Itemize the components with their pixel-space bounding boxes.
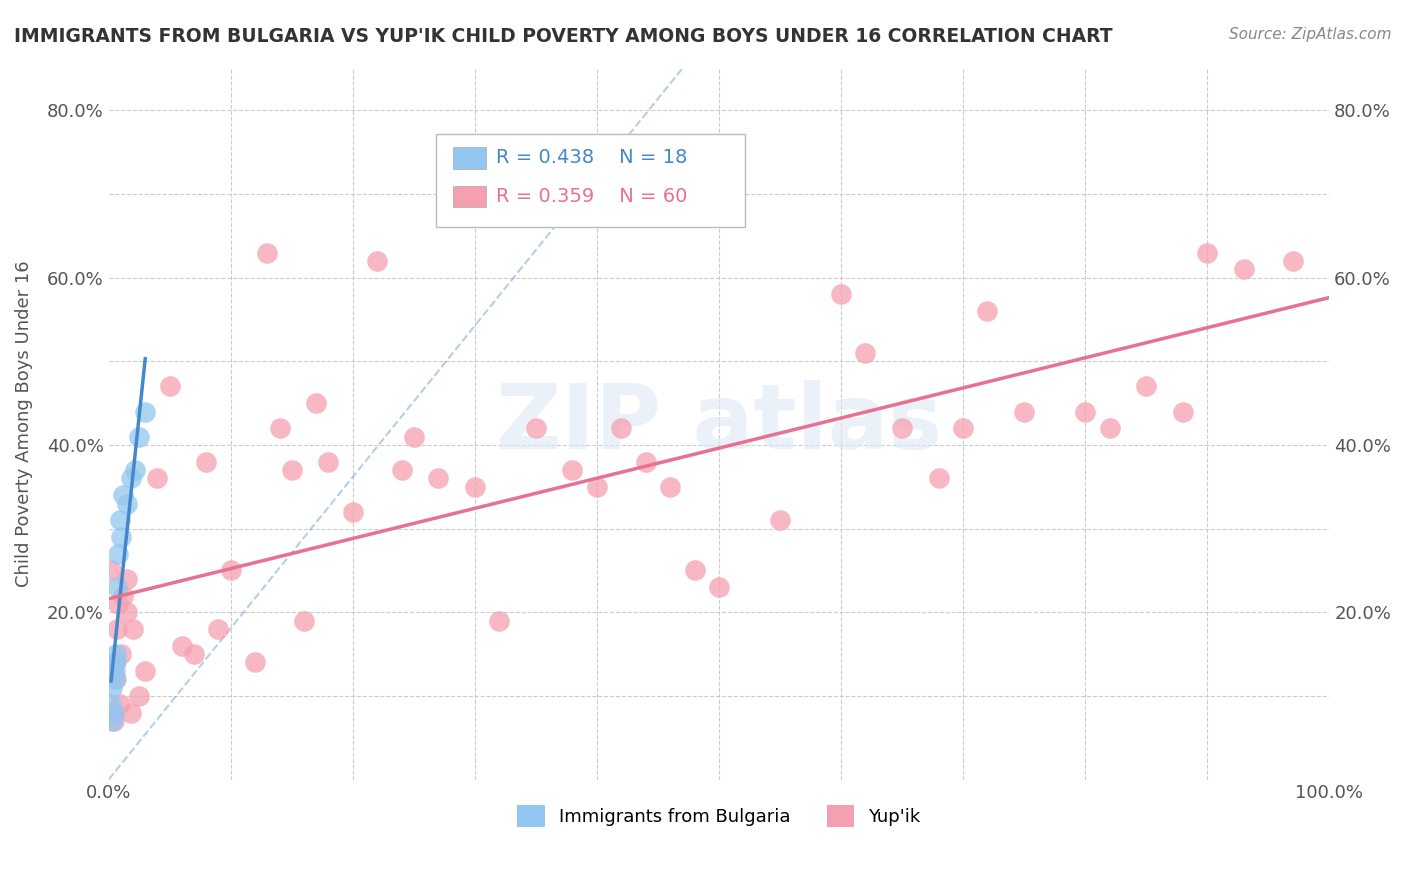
Point	[183, 647, 205, 661]
Point	[115, 572, 138, 586]
Point	[120, 471, 142, 485]
Point	[207, 622, 229, 636]
Point	[104, 672, 127, 686]
Y-axis label: Child Poverty Among Boys Under 16: Child Poverty Among Boys Under 16	[15, 260, 32, 587]
Point	[659, 480, 682, 494]
Point	[427, 471, 450, 485]
Point	[256, 245, 278, 260]
Point	[112, 589, 135, 603]
Point	[128, 689, 150, 703]
Point	[104, 656, 127, 670]
Point	[634, 455, 657, 469]
Point	[488, 614, 510, 628]
Point	[195, 455, 218, 469]
Point	[1012, 404, 1035, 418]
Point	[391, 463, 413, 477]
Point	[104, 664, 127, 678]
Point	[104, 656, 127, 670]
Point	[104, 647, 127, 661]
Point	[100, 564, 122, 578]
Point	[1135, 379, 1157, 393]
Point	[707, 580, 730, 594]
Point	[610, 421, 633, 435]
Text: IMMIGRANTS FROM BULGARIA VS YUP'IK CHILD POVERTY AMONG BOYS UNDER 16 CORRELATION: IMMIGRANTS FROM BULGARIA VS YUP'IK CHILD…	[14, 27, 1112, 45]
Point	[830, 287, 852, 301]
Point	[891, 421, 914, 435]
Point	[107, 547, 129, 561]
Point	[1233, 262, 1256, 277]
Point	[159, 379, 181, 393]
Point	[134, 404, 156, 418]
Point	[318, 455, 340, 469]
Point	[105, 580, 128, 594]
Point	[586, 480, 609, 494]
Point	[243, 656, 266, 670]
Point	[101, 706, 124, 720]
Point	[855, 346, 877, 360]
Text: R = 0.359    N = 60: R = 0.359 N = 60	[496, 186, 688, 206]
Text: R = 0.438    N = 18: R = 0.438 N = 18	[496, 148, 688, 168]
Point	[110, 647, 132, 661]
Point	[115, 605, 138, 619]
Point	[115, 497, 138, 511]
Point	[103, 714, 125, 728]
Point	[105, 622, 128, 636]
Point	[292, 614, 315, 628]
Text: Source: ZipAtlas.com: Source: ZipAtlas.com	[1229, 27, 1392, 42]
Point	[122, 622, 145, 636]
Point	[1074, 404, 1097, 418]
Point	[524, 421, 547, 435]
Point	[305, 396, 328, 410]
Point	[108, 513, 131, 527]
Point	[170, 639, 193, 653]
Point	[108, 698, 131, 712]
Point	[1281, 254, 1303, 268]
Point	[402, 429, 425, 443]
Point	[561, 463, 583, 477]
Point	[928, 471, 950, 485]
Point	[683, 564, 706, 578]
Point	[342, 505, 364, 519]
Point	[269, 421, 291, 435]
Point	[146, 471, 169, 485]
Point	[134, 664, 156, 678]
Point	[769, 513, 792, 527]
Point	[1197, 245, 1219, 260]
Point	[120, 706, 142, 720]
Point	[280, 463, 302, 477]
Point	[100, 698, 122, 712]
Point	[366, 254, 388, 268]
Point	[103, 706, 125, 720]
Point	[124, 463, 146, 477]
Text: ZIP atlas: ZIP atlas	[496, 380, 942, 468]
Point	[976, 304, 998, 318]
Point	[107, 597, 129, 611]
Point	[101, 714, 124, 728]
Point	[128, 429, 150, 443]
Point	[110, 530, 132, 544]
Point	[952, 421, 974, 435]
Point	[104, 672, 127, 686]
Point	[219, 564, 242, 578]
Point	[101, 681, 124, 695]
Legend: Immigrants from Bulgaria, Yup'ik: Immigrants from Bulgaria, Yup'ik	[510, 798, 928, 835]
Point	[1171, 404, 1194, 418]
Point	[464, 480, 486, 494]
Point	[112, 488, 135, 502]
Point	[1098, 421, 1121, 435]
